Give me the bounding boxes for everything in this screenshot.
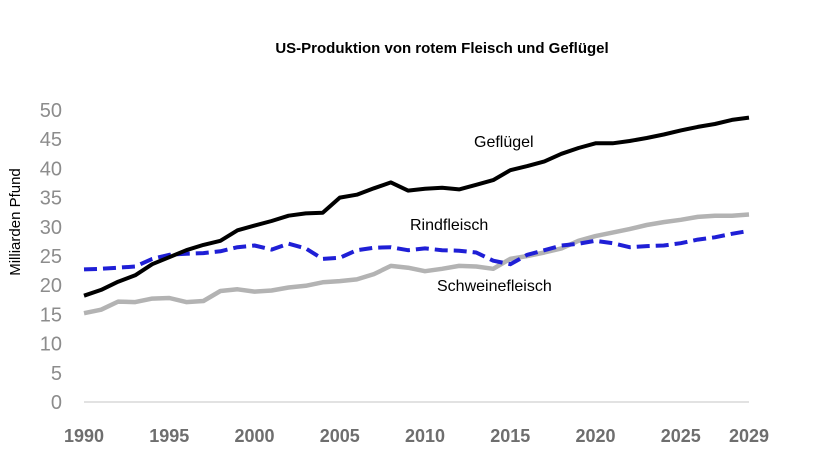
y-tick-label: 20 [40, 275, 62, 297]
y-tick-label: 45 [40, 129, 62, 151]
x-tick-label: 1990 [64, 426, 104, 446]
series-label-gefluegel: Geflügel [474, 134, 534, 151]
chart-title: US-Produktion von rotem Fleisch und Gefl… [275, 40, 608, 57]
series-label-rindfleisch: Rindfleisch [410, 217, 488, 234]
x-tick-label: 2010 [405, 426, 445, 446]
y-axis-label: Milliarden Pfund [7, 168, 24, 276]
x-tick-label: 2025 [661, 426, 701, 446]
y-tick-label: 40 [40, 158, 62, 180]
y-tick-label: 50 [40, 100, 62, 122]
y-tick-label: 30 [40, 217, 62, 239]
x-tick-label: 2000 [234, 426, 274, 446]
series-label-schweinefleisch: Schweinefleisch [437, 278, 552, 295]
y-tick-label: 0 [51, 392, 62, 414]
y-axis-ticks: 0 5 10 15 20 25 30 35 40 45 50 [40, 100, 62, 414]
y-tick-label: 35 [40, 188, 62, 210]
series-line-gefluegel [83, 115, 750, 298]
x-tick-label: 2029 [729, 426, 769, 446]
y-tick-label: 15 [40, 304, 62, 326]
series-line-schweinefleisch [83, 212, 750, 316]
y-tick-label: 5 [51, 363, 62, 385]
series-lines [83, 115, 750, 316]
x-tick-label: 2020 [576, 426, 616, 446]
x-tick-label: 2005 [320, 426, 360, 446]
x-tick-label: 1995 [149, 426, 189, 446]
y-tick-label: 25 [40, 246, 62, 268]
series-line-rindfleisch [83, 228, 750, 272]
x-axis-ticks: 1990 1995 2000 2005 2010 2015 2020 2025 2029 [64, 426, 769, 446]
x-tick-label: 2015 [490, 426, 530, 446]
y-tick-label: 10 [40, 334, 62, 356]
